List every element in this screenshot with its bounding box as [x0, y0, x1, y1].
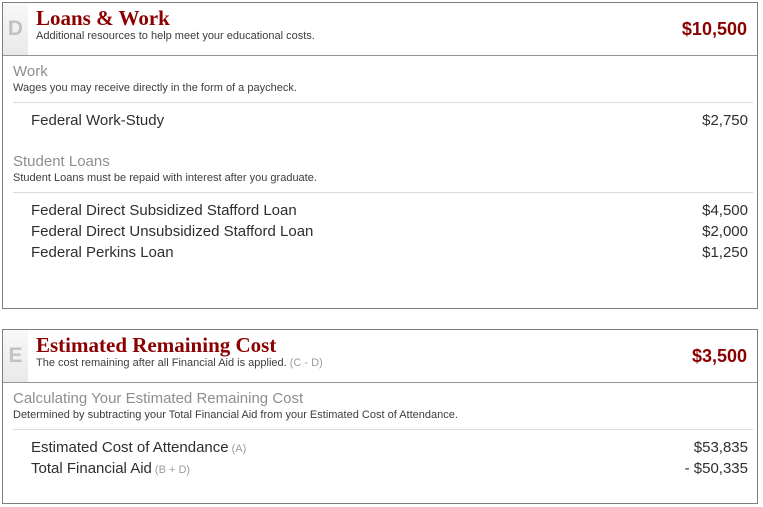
aid-row-amount: $1,250 [702, 244, 748, 261]
calc-name: Estimated Cost of Attendance [31, 439, 229, 456]
aid-row: Federal Direct Unsubsidized Stafford Loa… [3, 222, 757, 243]
section-letter-badge-e: E [3, 330, 28, 382]
panel-loans-header: D Loans & Work Additional resources to h… [3, 3, 757, 56]
section-heading: Work [13, 63, 48, 80]
panel-subtitle-text: Additional resources to help meet your e… [36, 30, 315, 42]
aid-row-amount: $2,000 [702, 223, 748, 240]
panel-header-text: Estimated Remaining Cost The cost remain… [28, 330, 323, 382]
panel-loans-and-work: D Loans & Work Additional resources to h… [2, 2, 758, 309]
aid-row: Federal Work-Study $2,750 [3, 111, 757, 132]
panel-body: Calculating Your Estimated Remaining Cos… [3, 383, 757, 480]
panel-title: Loans & Work [36, 6, 170, 30]
panel-subtitle: The cost remaining after all Financial A… [36, 357, 323, 370]
section-student-loans: Student Loans Student Loans must be repa… [3, 152, 757, 264]
panel-estimated-remaining-cost: E Estimated Remaining Cost The cost rema… [2, 329, 758, 504]
panel-remaining-cost-header: E Estimated Remaining Cost The cost rema… [3, 330, 757, 383]
aid-row-amount: $4,500 [702, 202, 748, 219]
aid-row-label: Federal Work-Study [31, 111, 167, 132]
aid-name: Federal Direct Subsidized Stafford Loan [31, 202, 297, 219]
section-divider [13, 102, 753, 103]
section-divider [13, 192, 753, 193]
aid-row: Federal Perkins Loan $1,250 [3, 243, 757, 264]
panel-subtitle: Additional resources to help meet your e… [36, 30, 315, 43]
aid-name: Federal Work-Study [31, 112, 165, 129]
panel-total-amount: $10,500 [681, 18, 747, 39]
section-heading: Calculating Your Estimated Remaining Cos… [13, 390, 304, 407]
section-work: Work Wages you may receive directly in t… [3, 62, 757, 132]
section-divider [13, 429, 753, 430]
panel-subtitle-text: The cost remaining after all Financial A… [36, 357, 287, 369]
aid-name: Federal Direct Unsubsidized Stafford Loa… [31, 223, 314, 240]
calc-row: Total Financial Aid (B + D) - $50,335 [3, 459, 757, 480]
aid-row-label: Federal Direct Unsubsidized Stafford Loa… [31, 222, 316, 243]
section-rows: Federal Work-Study $2,750 [3, 103, 757, 132]
panel-subtitle-note: (C - D) [289, 357, 323, 369]
section-rows: Federal Direct Subsidized Stafford Loan … [3, 193, 757, 264]
panel-title: Estimated Remaining Cost [36, 333, 277, 357]
calc-row-amount: $53,835 [693, 439, 748, 456]
section-heading: Student Loans [13, 153, 110, 170]
section-description: Determined by subtracting your Total Fin… [13, 409, 458, 421]
calc-note: (B + D) [154, 464, 191, 476]
aid-row: Federal Direct Subsidized Stafford Loan … [3, 201, 757, 222]
panel-body: Work Wages you may receive directly in t… [3, 56, 757, 264]
panel-total-amount: $3,500 [691, 345, 747, 366]
calc-row: Estimated Cost of Attendance (A) $53,835 [3, 438, 757, 459]
aid-row-label: Federal Direct Subsidized Stafford Loan [31, 201, 300, 222]
aid-name: Federal Perkins Loan [31, 244, 174, 261]
section-description: Wages you may receive directly in the fo… [13, 82, 297, 94]
calc-note: (A) [231, 443, 247, 455]
aid-row-label: Federal Perkins Loan [31, 243, 177, 264]
calc-row-label: Total Financial Aid (B + D) [31, 459, 190, 480]
calc-row-label: Estimated Cost of Attendance (A) [31, 438, 246, 459]
section-letter-badge-d: D [3, 3, 28, 55]
section-rows: Estimated Cost of Attendance (A) $53,835 … [3, 430, 757, 480]
calc-name: Total Financial Aid [31, 460, 152, 477]
aid-row-amount: $2,750 [702, 112, 748, 129]
panel-header-text: Loans & Work Additional resources to hel… [28, 3, 315, 55]
section-calculation: Calculating Your Estimated Remaining Cos… [3, 389, 757, 480]
calc-row-amount: - $50,335 [684, 460, 748, 477]
section-description: Student Loans must be repaid with intere… [13, 172, 317, 184]
